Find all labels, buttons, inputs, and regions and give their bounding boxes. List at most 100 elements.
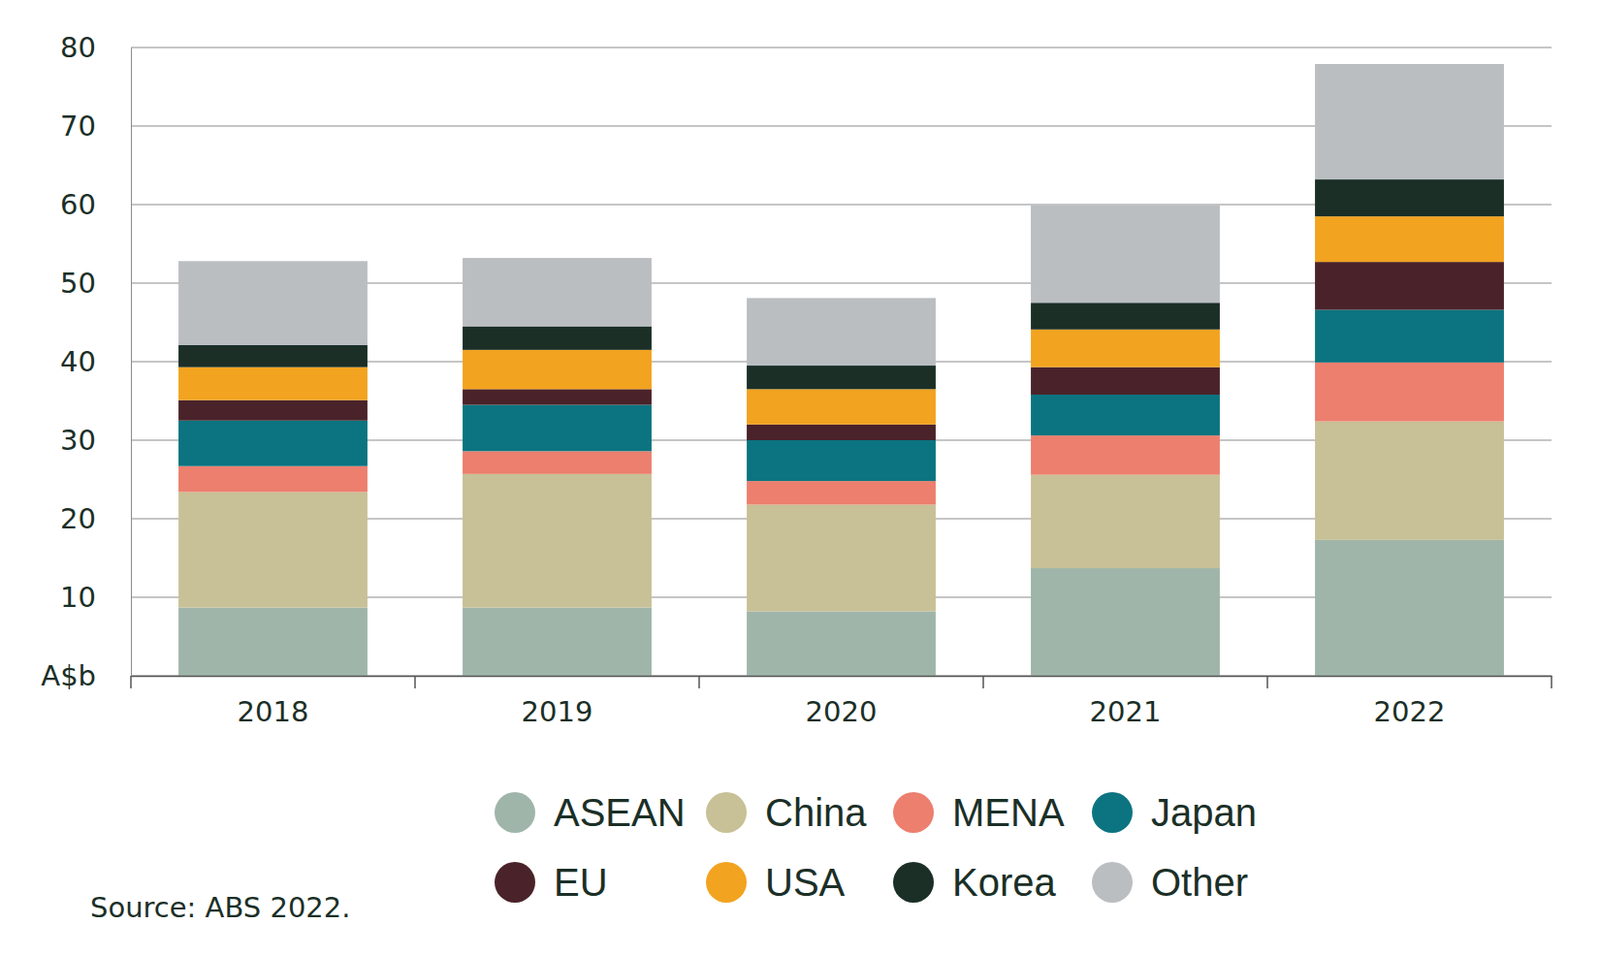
separator (414, 675, 416, 689)
axis-line (131, 675, 1553, 678)
bar (178, 491, 368, 608)
legend-swatch (893, 862, 934, 903)
tick-label: 70 (60, 109, 96, 143)
legend-label: EU (553, 861, 608, 904)
series (178, 362, 1504, 506)
tick-label: 2022 (1374, 695, 1446, 729)
legend-swatch (1091, 862, 1133, 903)
tick: 40 (60, 345, 131, 379)
legend-swatch (1091, 792, 1133, 833)
tick-label: 2018 (237, 695, 310, 729)
tick-label: 2021 (1089, 695, 1162, 729)
bar (1314, 261, 1504, 310)
bar (1314, 179, 1504, 217)
legend-swatch (705, 862, 747, 903)
tick: 60 (60, 188, 131, 222)
tick: 2019 (521, 675, 594, 729)
legend-item: Korea (893, 861, 1056, 904)
bar (462, 257, 652, 326)
tick: 50 (60, 266, 131, 300)
legend-label: Korea (952, 861, 1056, 904)
series (178, 64, 1504, 366)
tick: 10 (60, 580, 131, 614)
bar (462, 405, 652, 452)
tick: A$b (40, 659, 131, 693)
tick: 2018 (237, 675, 310, 729)
legend-swatch (705, 792, 747, 833)
bar (178, 400, 368, 421)
bar (462, 450, 652, 474)
legend-item: EU (494, 861, 608, 904)
bar (1030, 302, 1220, 330)
separator (1550, 675, 1553, 689)
bar (746, 365, 936, 389)
legend-label: Japan (1151, 791, 1257, 834)
bar (178, 260, 368, 346)
legend-label: USA (765, 861, 846, 904)
bar (746, 424, 936, 441)
legend-item: MENA (893, 791, 1065, 834)
legend-item: China (705, 791, 867, 834)
bar (178, 367, 368, 401)
legend-label: China (765, 791, 867, 834)
tick-label: 40 (60, 345, 96, 379)
tick: 70 (60, 109, 131, 143)
separator (1266, 675, 1269, 689)
bar (746, 611, 936, 676)
legend-label: MENA (952, 791, 1065, 834)
tick: 2020 (805, 675, 878, 729)
bar (1314, 421, 1504, 541)
bar (462, 326, 652, 351)
legend-item: Japan (1091, 791, 1257, 834)
separator (698, 675, 701, 689)
tick-label: 60 (60, 188, 96, 222)
bar (1030, 367, 1220, 395)
bar (178, 608, 368, 676)
bar (1030, 435, 1220, 476)
tick-label: 2020 (805, 695, 878, 729)
legend-swatch (893, 792, 934, 833)
tick-label: 30 (60, 423, 96, 457)
legend-item: Other (1091, 861, 1248, 904)
legend-swatch (494, 862, 536, 903)
bar (178, 420, 368, 467)
tick: 2021 (1089, 675, 1162, 729)
bar (1030, 205, 1220, 303)
series (178, 179, 1504, 389)
bar (1314, 540, 1504, 676)
series (178, 261, 1504, 441)
bar (1030, 329, 1220, 368)
bar (178, 345, 368, 368)
bars (178, 64, 1504, 676)
y-axis: A$b 10 20 30 40 50 60 70 80 (40, 31, 131, 693)
bar (1314, 216, 1504, 262)
legend-item: USA (705, 861, 846, 904)
annotation: Source: ABS 2022. (90, 891, 351, 925)
grid (130, 47, 1552, 676)
bar (462, 608, 652, 676)
x-axis: 2018 2019 2020 2021 2022 (130, 675, 1553, 729)
chart: A$b 10 20 30 40 50 60 70 80 2018 2019 2020 2021 2022 A… (0, 0, 1600, 956)
bar (462, 388, 652, 405)
tick-label: 20 (60, 502, 96, 536)
legend: ASEAN China MENA Japan EU USA Korea Other (494, 791, 1257, 904)
bar (746, 480, 936, 505)
tick-label: 50 (60, 266, 96, 300)
tick-label: 10 (60, 580, 96, 614)
separator (129, 675, 132, 689)
bar (1314, 310, 1504, 363)
series (178, 421, 1504, 612)
legend-item: ASEAN (494, 791, 686, 834)
grid-line (130, 47, 1552, 49)
bar (746, 388, 936, 424)
bar (1030, 475, 1220, 569)
bar (746, 504, 936, 611)
bar (462, 350, 652, 390)
bar (1314, 64, 1504, 180)
bar (1030, 394, 1220, 436)
legend-label: ASEAN (553, 791, 686, 834)
tick-label: 80 (60, 31, 96, 64)
tick-label: A$b (40, 659, 96, 693)
series (178, 216, 1504, 425)
separators (130, 675, 1552, 689)
